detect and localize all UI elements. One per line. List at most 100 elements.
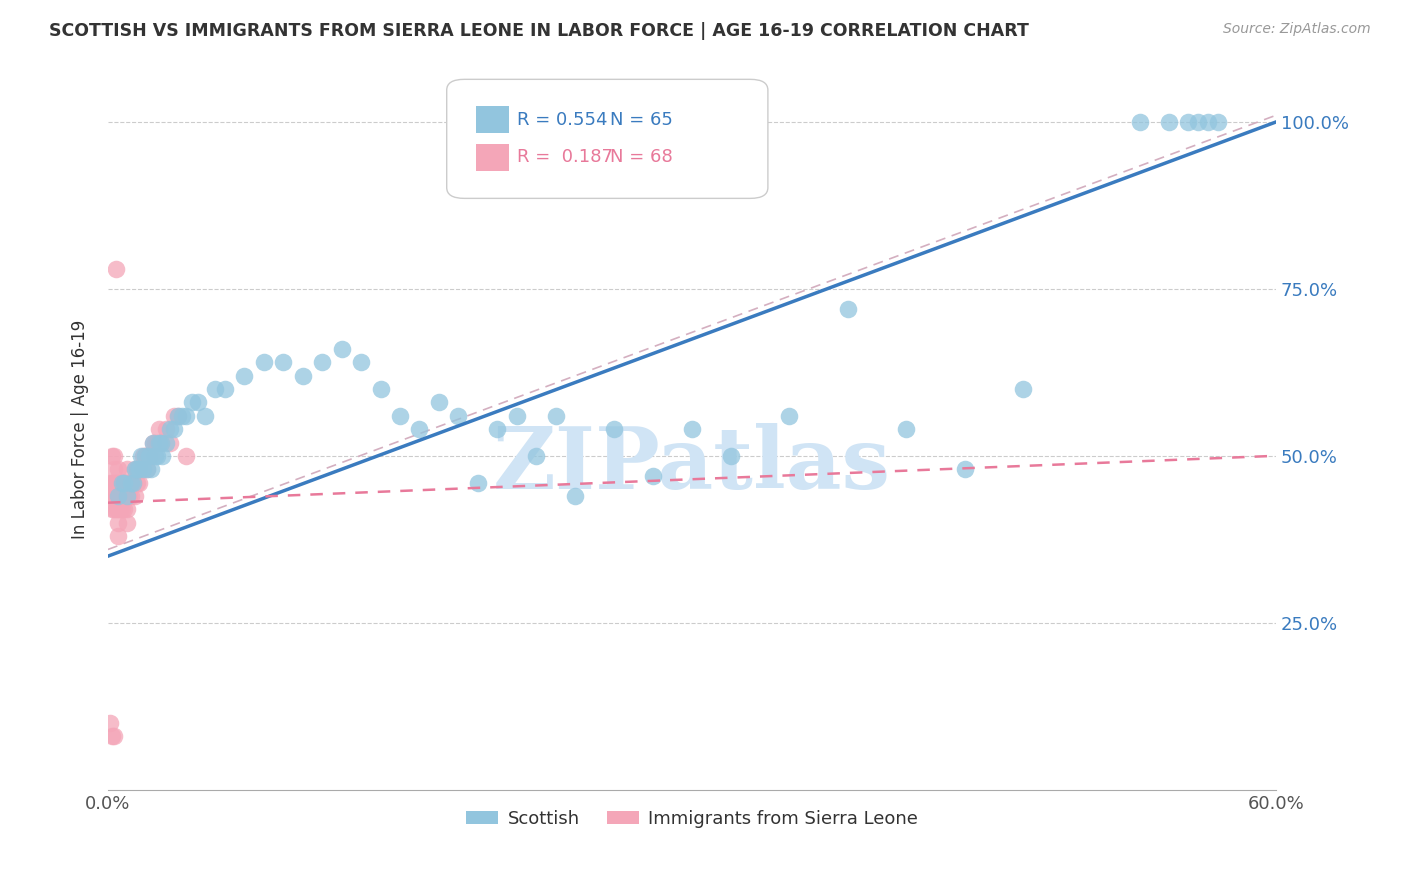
Point [1197,115,1219,129]
Point [117,462,139,476]
Point [1012,382,1035,396]
Point [117,475,139,490]
Point [107,475,129,490]
Point [101,502,124,516]
Point [120,475,142,490]
Point [163,409,186,423]
Point [778,409,800,423]
Point [233,368,256,383]
Point [107,502,129,516]
Point [103,502,125,516]
Point [370,382,392,396]
Point [159,435,181,450]
Point [163,422,186,436]
Point [506,409,529,423]
Point [118,489,141,503]
Text: SCOTTISH VS IMMIGRANTS FROM SIERRA LEONE IN LABOR FORCE | AGE 16-19 CORRELATION : SCOTTISH VS IMMIGRANTS FROM SIERRA LEONE… [49,22,1029,40]
Text: ZIPatlas: ZIPatlas [494,424,891,508]
Point [110,502,132,516]
Point [180,395,202,409]
Point [142,435,165,450]
Point [894,422,917,436]
Point [152,449,174,463]
Point [122,475,145,490]
Point [135,462,157,476]
Point [98,716,121,731]
Point [155,435,177,450]
Point [174,409,197,423]
Point [103,475,125,490]
Point [120,475,142,490]
Point [641,469,664,483]
Point [117,502,139,516]
Point [486,422,509,436]
Point [117,489,139,503]
Point [98,475,121,490]
Point [135,449,157,463]
Point [330,342,353,356]
Point [350,355,373,369]
Point [155,422,177,436]
Point [107,529,129,543]
Point [98,489,121,503]
Point [427,395,450,409]
Legend: Scottish, Immigrants from Sierra Leone: Scottish, Immigrants from Sierra Leone [458,803,925,835]
Point [204,382,226,396]
Point [107,516,129,530]
Point [174,449,197,463]
Point [101,730,124,744]
Text: R =  0.187: R = 0.187 [517,148,613,166]
Point [138,449,160,463]
Point [186,395,208,409]
Point [1129,115,1152,129]
Point [112,489,135,503]
Point [167,409,190,423]
Point [132,462,155,476]
Text: N = 65: N = 65 [610,111,673,128]
Point [544,409,567,423]
Point [127,462,149,476]
Point [110,489,132,503]
Point [1187,115,1209,129]
Point [117,489,139,503]
Point [145,435,167,450]
Point [134,449,156,463]
Point [127,475,149,490]
Point [1177,115,1199,129]
Point [112,502,135,516]
Point [129,462,152,476]
Point [108,502,131,516]
Point [467,475,489,490]
Point [149,435,172,450]
FancyBboxPatch shape [447,79,768,198]
Point [110,475,132,490]
Point [837,301,859,316]
Point [388,409,411,423]
Point [143,435,166,450]
Point [110,475,132,490]
Point [148,422,170,436]
Point [1157,115,1180,129]
Point [101,489,124,503]
Point [291,368,314,383]
Point [139,462,162,476]
Point [128,462,150,476]
Point [132,449,155,463]
Point [408,422,430,436]
Point [107,489,129,503]
Point [148,435,170,450]
Point [124,462,146,476]
Point [104,489,127,503]
Point [104,502,127,516]
FancyBboxPatch shape [475,106,509,134]
Point [107,489,129,503]
Point [118,475,141,490]
Y-axis label: In Labor Force | Age 16-19: In Labor Force | Age 16-19 [72,319,89,539]
Point [1206,115,1229,129]
Point [129,449,152,463]
Point [117,516,139,530]
Point [145,449,167,463]
Point [112,475,135,490]
Point [194,409,217,423]
Point [167,409,190,423]
